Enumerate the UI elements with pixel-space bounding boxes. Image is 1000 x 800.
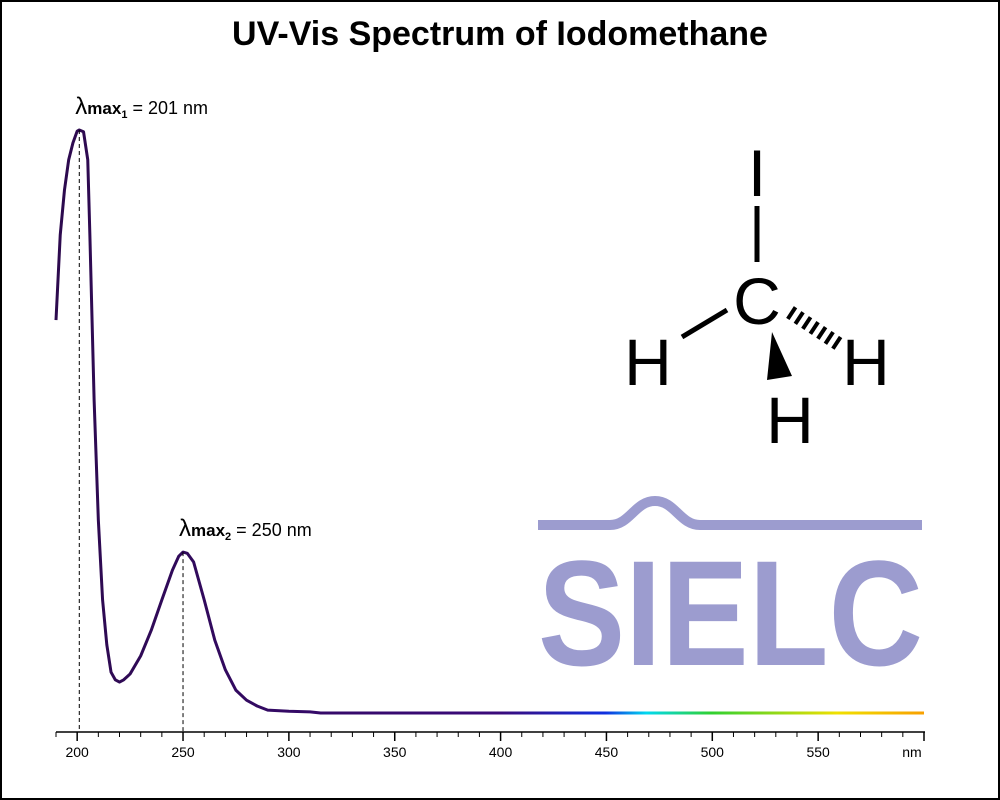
annotation: λmax1 = 201 nm — [75, 93, 208, 121]
atom: H — [842, 325, 890, 399]
structure: I C H H H — [624, 136, 890, 457]
annotation-symbol: λ — [179, 515, 191, 542]
x-tick-label: nm — [902, 744, 921, 760]
atom: H — [766, 383, 814, 457]
x-tick-label: 450 — [595, 744, 619, 760]
annotation-sub: max — [87, 99, 122, 118]
logo: SIELC — [538, 495, 923, 697]
annotation-index: 1 — [121, 109, 127, 121]
bond — [680, 307, 729, 340]
annotation-sub: max — [191, 521, 226, 540]
annotation-text: = 201 nm — [132, 98, 208, 118]
x-tick-label: 400 — [489, 744, 513, 760]
x-tick-label: 200 — [65, 744, 89, 760]
logo-text: SIELC — [538, 529, 923, 697]
annotation: λmax2 = 250 nm — [179, 515, 312, 543]
atom: I — [748, 136, 766, 210]
x-tick-label: 500 — [701, 744, 725, 760]
annotation-text: = 250 nm — [236, 520, 312, 540]
spectrum-line — [54, 128, 924, 715]
annotation-symbol: λ — [75, 93, 87, 120]
x-tick-label: 550 — [806, 744, 830, 760]
x-tick-label: 350 — [383, 744, 407, 760]
x-tick-label: 300 — [277, 744, 301, 760]
atom: C — [733, 264, 781, 338]
hashed-bond — [786, 306, 844, 351]
atom: H — [624, 325, 672, 399]
annotation-index: 2 — [225, 531, 231, 543]
chart-title: UV-Vis Spectrum of Iodomethane — [232, 15, 768, 53]
wedge-bond — [767, 332, 792, 380]
x-tick-label: 250 — [171, 744, 195, 760]
logo-wave — [538, 495, 922, 530]
